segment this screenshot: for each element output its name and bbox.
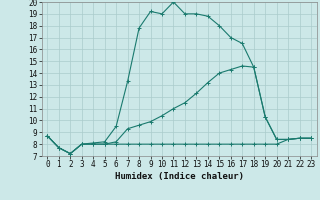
X-axis label: Humidex (Indice chaleur): Humidex (Indice chaleur) bbox=[115, 172, 244, 181]
